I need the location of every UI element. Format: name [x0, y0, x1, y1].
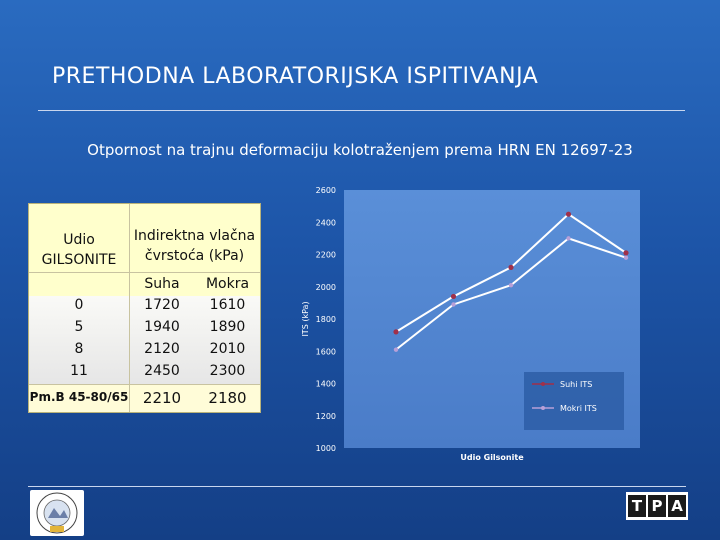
table-divider [29, 384, 260, 385]
y-tick-label: 1200 [316, 412, 336, 421]
data-point-dry [393, 329, 399, 335]
ref-suha: 2210 [142, 389, 182, 407]
data-point-dry [450, 293, 457, 300]
ref-udio: Pm.B 45-80/65 [29, 390, 129, 404]
data-point-wet [451, 302, 456, 307]
tpa-letter-t: T [628, 495, 646, 517]
seal-icon [36, 492, 78, 534]
data-point-dry [508, 264, 514, 270]
table-ref-row-bg [29, 384, 260, 412]
table-header-its: Indirektna vlačna čvrstoća (kPa) [129, 226, 260, 266]
row-suha-0: 1720 [144, 297, 180, 313]
row-udio-3: 11 [70, 363, 88, 379]
tpa-letter-p: P [648, 495, 666, 517]
legend-marker-dry [541, 382, 545, 386]
data-point-dry [623, 250, 629, 256]
header-its-line2: čvrstoća (kPa) [144, 248, 245, 264]
legend-marker-wet [541, 406, 545, 410]
ref-mokra: 2180 [208, 389, 247, 407]
series-lines [393, 211, 629, 352]
tpa-logo: T P A [626, 492, 688, 520]
data-point-wet [393, 347, 399, 352]
y-tick-label: 1400 [316, 380, 336, 389]
title-divider [38, 110, 685, 111]
y-axis: 1000 1200 1400 1600 1800 2000 2200 2400 2600 [316, 186, 336, 453]
y-tick-label: 1600 [316, 347, 336, 356]
table-column-divider [129, 204, 130, 412]
subheader-wet: Mokra [205, 276, 250, 292]
data-point-wet [566, 236, 571, 241]
tpa-letter-a: A [668, 495, 686, 517]
header-its-line1: Indirektna vlačna [133, 228, 256, 244]
header-udio-line1: Udio [63, 232, 95, 248]
legend: Suhi ITS Mokri ITS [524, 372, 624, 430]
x-axis-label: Udio Gilsonite [460, 453, 524, 462]
its-table: Udio GILSONITE Indirektna vlačna čvrstoć… [28, 203, 261, 413]
y-tick-label: 1000 [316, 444, 336, 453]
table-header-udio: Udio GILSONITE [29, 230, 129, 270]
data-point-dry [565, 211, 572, 217]
page-subtitle: Otpornost na trajnu deformaciju kolotraž… [87, 141, 633, 159]
y-tick-label: 2200 [316, 251, 336, 260]
row-udio-2: 8 [74, 341, 84, 357]
footer-divider [28, 486, 686, 487]
row-suha-3: 2450 [144, 363, 180, 379]
header-udio-line2: GILSONITE [41, 252, 117, 268]
legend-box [524, 372, 624, 430]
row-mokra-3: 2300 [209, 363, 246, 379]
row-mokra-0: 1610 [209, 297, 246, 313]
row-suha-2: 2120 [144, 341, 180, 357]
y-tick-label: 2400 [316, 218, 336, 227]
row-udio-1: 5 [74, 319, 84, 335]
institute-logo [30, 490, 84, 536]
its-line-chart: 1000 1200 1400 1600 1800 2000 2200 2400 2600 ITS… [301, 186, 640, 462]
table-body [29, 296, 260, 384]
page-title: PRETHODNA LABORATORIJSKA ISPITIVANJA [52, 64, 539, 89]
y-tick-label: 2600 [316, 186, 336, 195]
row-udio-0: 0 [74, 297, 84, 313]
subheader-dry: Suha [144, 276, 180, 292]
row-mokra-1: 1890 [209, 319, 246, 335]
table-divider [29, 272, 260, 273]
row-mokra-2: 2010 [209, 341, 246, 357]
data-point-wet [508, 282, 514, 288]
y-tick-label: 1800 [316, 315, 336, 324]
legend-label-dry: Suhi ITS [560, 380, 592, 389]
data-point-wet [623, 255, 629, 260]
y-tick-label: 2000 [316, 283, 336, 292]
y-axis-label: ITS (kPa) [301, 301, 310, 336]
legend-label-wet: Mokri ITS [560, 404, 597, 413]
row-suha-1: 1940 [144, 319, 180, 335]
